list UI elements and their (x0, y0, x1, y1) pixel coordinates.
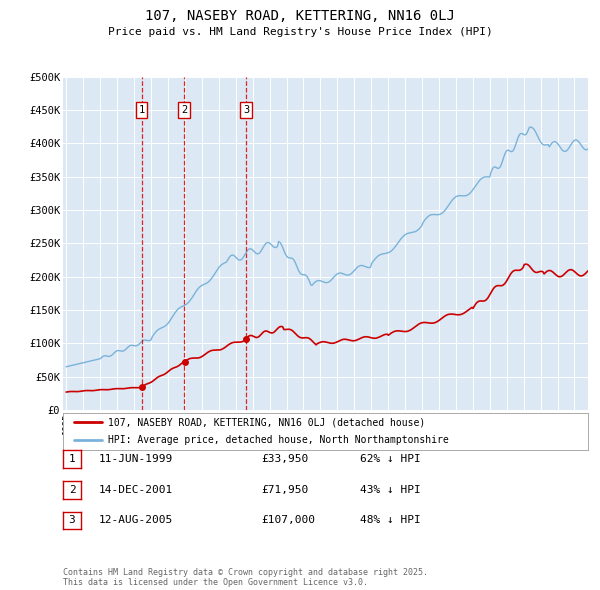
Text: 48% ↓ HPI: 48% ↓ HPI (360, 516, 421, 525)
Text: 43% ↓ HPI: 43% ↓ HPI (360, 485, 421, 494)
Text: £107,000: £107,000 (261, 516, 315, 525)
Text: £71,950: £71,950 (261, 485, 308, 494)
Text: 2: 2 (181, 105, 187, 115)
Text: 3: 3 (68, 516, 76, 525)
Text: 2: 2 (68, 485, 76, 494)
Text: HPI: Average price, detached house, North Northamptonshire: HPI: Average price, detached house, Nort… (107, 435, 448, 445)
Text: 11-JUN-1999: 11-JUN-1999 (99, 454, 173, 464)
Text: 1: 1 (139, 105, 145, 115)
Text: 1: 1 (68, 454, 76, 464)
Text: 107, NASEBY ROAD, KETTERING, NN16 0LJ: 107, NASEBY ROAD, KETTERING, NN16 0LJ (145, 9, 455, 23)
Text: Contains HM Land Registry data © Crown copyright and database right 2025.
This d: Contains HM Land Registry data © Crown c… (63, 568, 428, 587)
Text: Price paid vs. HM Land Registry's House Price Index (HPI): Price paid vs. HM Land Registry's House … (107, 27, 493, 37)
Text: £33,950: £33,950 (261, 454, 308, 464)
Text: 107, NASEBY ROAD, KETTERING, NN16 0LJ (detached house): 107, NASEBY ROAD, KETTERING, NN16 0LJ (d… (107, 417, 425, 427)
Text: 14-DEC-2001: 14-DEC-2001 (99, 485, 173, 494)
Text: 12-AUG-2005: 12-AUG-2005 (99, 516, 173, 525)
Text: 62% ↓ HPI: 62% ↓ HPI (360, 454, 421, 464)
Text: 3: 3 (243, 105, 249, 115)
